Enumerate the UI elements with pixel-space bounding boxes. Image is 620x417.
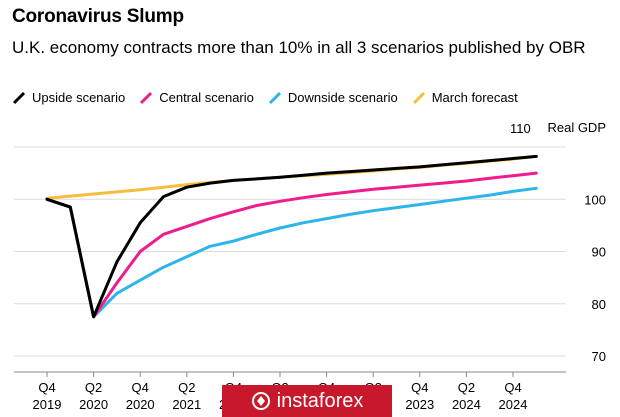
y-tick-label: 80	[592, 297, 606, 312]
x-tick-label-year: 2024	[452, 397, 481, 412]
legend-swatch-march	[412, 91, 426, 105]
legend-item-central: Central scenario	[139, 90, 254, 105]
legend-swatch-upside	[12, 91, 26, 105]
chart-title: Coronavirus Slump	[12, 6, 184, 27]
legend: Upside scenario Central scenario Downsid…	[12, 90, 532, 105]
x-tick-label-quarter: Q2	[458, 380, 475, 395]
watermark-logo: instaforex	[222, 385, 392, 417]
series-line-central-scenario	[45, 171, 538, 319]
series-layer	[45, 154, 538, 319]
legend-label-upside: Upside scenario	[32, 90, 126, 105]
legend-swatch-central	[139, 91, 153, 105]
x-tick-label-quarter: Q2	[178, 380, 195, 395]
y-tick-label-top: 110	[510, 121, 531, 136]
x-tick-label-year: 2024	[499, 397, 528, 412]
watermark-text: instaforex	[276, 389, 364, 412]
x-tick-label-year: 2020	[79, 397, 108, 412]
y-tick-label: 100	[584, 192, 606, 207]
x-tick-label-quarter: Q4	[38, 380, 55, 395]
x-tick-label-quarter: Q4	[132, 380, 149, 395]
y-axis-label: Real GDP	[547, 120, 606, 135]
legend-label-downside: Downside scenario	[287, 90, 398, 105]
y-axis-label-text: Real GDP	[547, 120, 606, 135]
x-tick-label-quarter: Q2	[85, 380, 102, 395]
x-tick-label-quarter: Q4	[504, 380, 521, 395]
x-tick-label-year: 2020	[126, 397, 155, 412]
x-tick-label-quarter: Q4	[411, 380, 428, 395]
grid-layer	[14, 146, 566, 373]
x-tick-label-year: 2023	[405, 397, 434, 412]
series-line-downside-scenario	[45, 186, 538, 319]
x-tick-label-year: 2021	[172, 397, 201, 412]
legend-item-march: March forecast	[412, 90, 518, 105]
y-tick-label: 90	[592, 245, 606, 260]
legend-swatch-downside	[268, 91, 282, 105]
legend-item-upside: Upside scenario	[12, 90, 125, 105]
watermark-icon	[251, 392, 270, 410]
y-tick-label: 70	[592, 349, 606, 364]
x-tick-label-year: 2019	[33, 397, 62, 412]
y-tick-layer: 70 80 90 100 110	[510, 121, 606, 364]
chart-subtitle: U.K. economy contracts more than 10% in …	[12, 38, 586, 57]
legend-label-central: Central scenario	[159, 90, 254, 105]
legend-item-downside: Downside scenario	[268, 90, 398, 105]
legend-label-march: March forecast	[431, 90, 518, 105]
series-line-upside-scenario	[45, 154, 538, 319]
